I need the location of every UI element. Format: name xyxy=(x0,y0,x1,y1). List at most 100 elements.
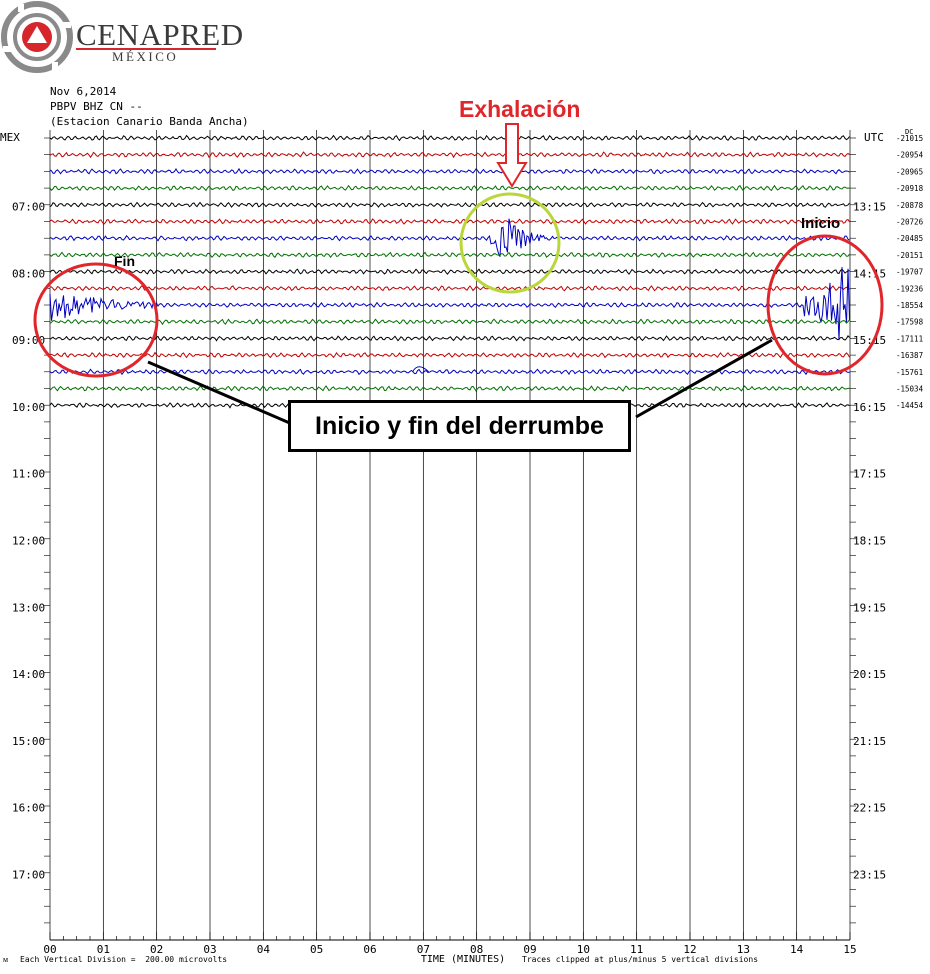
left-hour-label: 12:00 xyxy=(12,535,45,548)
dc-offset-label: -17111 xyxy=(896,334,923,343)
left-hour-label: 07:00 xyxy=(12,201,45,214)
fin-highlight xyxy=(33,262,159,378)
x-tick-label: 10 xyxy=(577,943,590,956)
trace-line xyxy=(49,318,850,326)
trace-line xyxy=(49,167,850,175)
left-hour-label: 15:00 xyxy=(12,735,45,748)
dc-offset-label: -17598 xyxy=(896,318,924,327)
inicio-label: Inicio xyxy=(801,215,841,232)
dc-offset-label: -14454 xyxy=(896,401,924,410)
x-tick-label: 03 xyxy=(203,943,216,956)
dc-offset-label: -21015 xyxy=(896,134,923,143)
right-hour-label: 22:15 xyxy=(853,802,886,815)
dc-label: DC xyxy=(905,128,913,136)
x-tick-label: 06 xyxy=(363,943,376,956)
x-axis-title: TIME (MINUTES) xyxy=(421,954,505,965)
dc-offset-label: -15034 xyxy=(896,385,924,394)
inicio-highlight xyxy=(766,234,884,376)
dc-offset-label: -16387 xyxy=(896,351,923,360)
right-axis-label: UTC xyxy=(864,131,884,144)
right-hour-label: 21:15 xyxy=(853,735,886,748)
trace-line xyxy=(49,385,850,392)
right-hour-label: 19:15 xyxy=(853,601,886,614)
x-tick-label: 11 xyxy=(630,943,643,956)
x-tick-label: 13 xyxy=(737,943,750,956)
dc-offset-label: -19236 xyxy=(896,284,924,293)
trace-line xyxy=(49,151,850,159)
cenapred-emblem-icon xyxy=(1,1,73,73)
trace-line xyxy=(49,218,850,225)
brand-country: MÉXICO xyxy=(112,49,179,64)
annotation-overlays xyxy=(33,123,884,426)
clipped-note: Traces clipped at plus/minus 5 vertical … xyxy=(522,955,759,964)
plot-axes: 00 01 02 03 04 05 06 07 08 09 10 11 12 13 14 15 TIME (MI… xyxy=(0,128,924,965)
x-tick-label: 15 xyxy=(843,943,856,956)
right-hour-label: 15:15 xyxy=(853,334,886,347)
station-name: (Estacion Canario Banda Ancha) xyxy=(50,115,249,128)
brand-rule xyxy=(76,48,216,50)
x-tick-label: 04 xyxy=(257,943,271,956)
x-tick-label: 05 xyxy=(310,943,323,956)
x-tick-label: 09 xyxy=(523,943,536,956)
right-hour-label: 18:15 xyxy=(853,535,886,548)
fin-label: Fin xyxy=(114,253,135,269)
trace-line xyxy=(49,134,850,142)
left-hour-label: 08:00 xyxy=(12,267,45,280)
exhalacion-arrow-icon xyxy=(496,123,528,188)
callout-connector-right xyxy=(635,338,773,419)
right-hour-label: 23:15 xyxy=(853,869,886,882)
record-date: Nov 6,2014 xyxy=(50,85,117,98)
left-axis-label: MEX xyxy=(0,131,20,144)
dc-offset-label: -18554 xyxy=(896,301,924,310)
dc-offset-label: -20918 xyxy=(896,184,924,193)
trace-line xyxy=(49,285,850,292)
x-tick-label: 02 xyxy=(150,943,163,956)
right-hour-label: 16:15 xyxy=(853,401,886,414)
exhalacion-label: Exhalación xyxy=(459,96,581,122)
trace-line xyxy=(49,184,850,192)
x-tick-label: 00 xyxy=(43,943,56,956)
minute-grid xyxy=(49,130,851,940)
trace-line xyxy=(49,218,850,257)
trace-line xyxy=(49,268,850,275)
vertical-division-note: Each Vertical Division = 200.00 microvol… xyxy=(20,955,228,964)
right-hour-label: 17:15 xyxy=(853,468,886,481)
trace-bump xyxy=(412,366,430,373)
dc-offset-label: -20954 xyxy=(896,151,924,160)
dc-offset-label: -20965 xyxy=(896,167,923,176)
callout-connector-left xyxy=(147,360,293,426)
dc-offset-label: -20878 xyxy=(896,201,924,210)
station-code: PBPV BHZ CN -- xyxy=(50,100,143,113)
trace-line xyxy=(49,201,850,208)
brand-name: CENAPRED xyxy=(76,17,244,52)
left-hour-label: 14:00 xyxy=(12,668,45,681)
exhalacion-highlight xyxy=(459,192,561,294)
cenapred-logo: CENAPRED MÉXICO xyxy=(0,0,243,80)
dc-offset-label: -20151 xyxy=(896,251,923,260)
left-hour-label: 16:00 xyxy=(12,802,45,815)
right-hour-label: 13:15 xyxy=(853,201,886,214)
right-hour-label: 14:15 xyxy=(853,267,886,280)
x-tick-label: 07 xyxy=(417,943,430,956)
left-hour-label: 17:00 xyxy=(12,869,45,882)
x-tick-label: 01 xyxy=(97,943,110,956)
dc-offset-label: -20726 xyxy=(896,218,924,227)
left-hour-label: 13:00 xyxy=(12,601,45,614)
left-hour-label: 11:00 xyxy=(12,468,45,481)
seismic-traces xyxy=(49,134,850,409)
trace-line xyxy=(50,351,850,359)
dc-offset-label: -19707 xyxy=(896,268,923,277)
derrumbe-callout: Inicio y fin del derrumbe xyxy=(288,400,631,452)
right-hour-label: 20:15 xyxy=(853,668,886,681)
x-tick-label: 14 xyxy=(790,943,804,956)
trace-line xyxy=(49,335,850,342)
x-tick-label: 08 xyxy=(470,943,483,956)
footer-mark: ᴍ xyxy=(3,955,9,964)
left-hour-label: 10:00 xyxy=(12,401,45,414)
trace-line xyxy=(49,267,850,341)
trace-line xyxy=(49,251,850,259)
x-tick-label: 12 xyxy=(683,943,696,956)
dc-offset-label: -15761 xyxy=(896,368,923,377)
dc-offset-label: -20485 xyxy=(896,234,923,243)
